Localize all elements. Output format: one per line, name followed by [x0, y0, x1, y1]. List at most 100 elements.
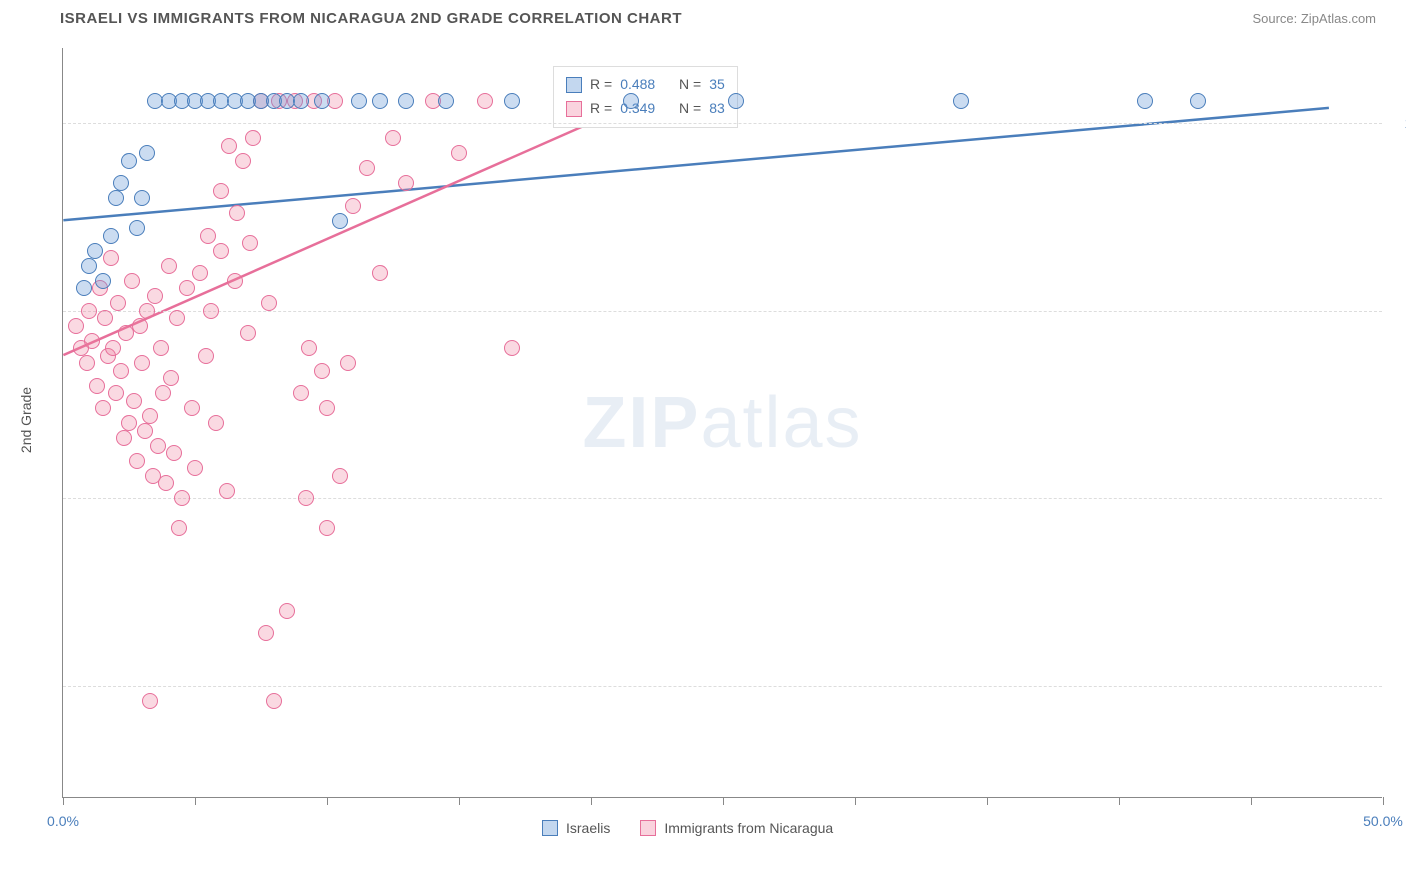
data-point — [116, 430, 132, 446]
data-point — [139, 145, 155, 161]
data-point — [121, 415, 137, 431]
data-point — [319, 520, 335, 536]
gridline — [63, 311, 1382, 312]
data-point — [301, 340, 317, 356]
gridline — [63, 686, 1382, 687]
data-point — [227, 273, 243, 289]
gridline — [63, 498, 1382, 499]
x-tick — [987, 797, 988, 805]
data-point — [184, 400, 200, 416]
x-tick — [63, 797, 64, 805]
data-point — [108, 385, 124, 401]
source-label: Source: ZipAtlas.com — [1252, 11, 1376, 26]
data-point — [728, 93, 744, 109]
chart-area: ZIPatlas R = 0.488 N = 35 R = 0.349 N = … — [62, 48, 1382, 798]
x-tick — [195, 797, 196, 805]
y-tick-label: 97.5% — [1392, 303, 1406, 319]
data-point — [158, 475, 174, 491]
data-point — [504, 93, 520, 109]
swatch-pink-icon — [566, 101, 582, 117]
correlation-legend: R = 0.488 N = 35 R = 0.349 N = 83 — [553, 66, 738, 128]
data-point — [314, 363, 330, 379]
y-axis-label: 2nd Grade — [18, 387, 34, 453]
data-point — [124, 273, 140, 289]
data-point — [174, 490, 190, 506]
data-point — [398, 93, 414, 109]
gridline — [63, 123, 1382, 124]
data-point — [200, 228, 216, 244]
data-point — [372, 265, 388, 281]
x-tick — [591, 797, 592, 805]
x-tick — [1119, 797, 1120, 805]
data-point — [359, 160, 375, 176]
data-point — [235, 153, 251, 169]
data-point — [179, 280, 195, 296]
plot-area: ZIPatlas R = 0.488 N = 35 R = 0.349 N = … — [62, 48, 1382, 798]
chart-title: ISRAELI VS IMMIGRANTS FROM NICARAGUA 2ND… — [60, 10, 682, 27]
data-point — [105, 340, 121, 356]
data-point — [134, 355, 150, 371]
data-point — [504, 340, 520, 356]
data-point — [108, 190, 124, 206]
data-point — [76, 280, 92, 296]
x-axis-right-label: 50.0% — [1363, 813, 1403, 829]
y-tick-label: 92.5% — [1392, 678, 1406, 694]
data-point — [245, 130, 261, 146]
data-point — [147, 288, 163, 304]
x-tick — [1383, 797, 1384, 805]
swatch-pink-icon — [640, 820, 656, 836]
data-point — [113, 175, 129, 191]
x-tick — [855, 797, 856, 805]
data-point — [953, 93, 969, 109]
data-point — [398, 175, 414, 191]
data-point — [372, 93, 388, 109]
data-point — [163, 370, 179, 386]
data-point — [385, 130, 401, 146]
data-point — [261, 295, 277, 311]
data-point — [113, 363, 129, 379]
data-point — [438, 93, 454, 109]
data-point — [213, 243, 229, 259]
swatch-blue-icon — [566, 77, 582, 93]
data-point — [132, 318, 148, 334]
data-point — [293, 385, 309, 401]
data-point — [129, 453, 145, 469]
data-point — [203, 303, 219, 319]
data-point — [153, 340, 169, 356]
swatch-blue-icon — [542, 820, 558, 836]
data-point — [332, 213, 348, 229]
data-point — [187, 460, 203, 476]
data-point — [142, 408, 158, 424]
data-point — [279, 603, 295, 619]
data-point — [221, 138, 237, 154]
x-tick — [459, 797, 460, 805]
legend-item-blue: Israelis — [542, 820, 610, 836]
data-point — [139, 303, 155, 319]
watermark: ZIPatlas — [582, 382, 862, 464]
data-point — [87, 243, 103, 259]
data-point — [314, 93, 330, 109]
x-tick — [1251, 797, 1252, 805]
data-point — [171, 520, 187, 536]
data-point — [103, 228, 119, 244]
y-tick-label: 100.0% — [1392, 115, 1406, 131]
data-point — [161, 258, 177, 274]
data-point — [129, 220, 145, 236]
data-point — [81, 303, 97, 319]
data-point — [351, 93, 367, 109]
data-point — [81, 258, 97, 274]
data-point — [451, 145, 467, 161]
data-point — [298, 490, 314, 506]
data-point — [137, 423, 153, 439]
data-point — [340, 355, 356, 371]
data-point — [1190, 93, 1206, 109]
data-point — [97, 310, 113, 326]
data-point — [142, 693, 158, 709]
correlation-row-blue: R = 0.488 N = 35 — [566, 73, 725, 97]
data-point — [79, 355, 95, 371]
series-legend: Israelis Immigrants from Nicaragua — [542, 820, 833, 836]
data-point — [84, 333, 100, 349]
data-point — [155, 385, 171, 401]
data-point — [95, 400, 111, 416]
legend-item-pink: Immigrants from Nicaragua — [640, 820, 833, 836]
